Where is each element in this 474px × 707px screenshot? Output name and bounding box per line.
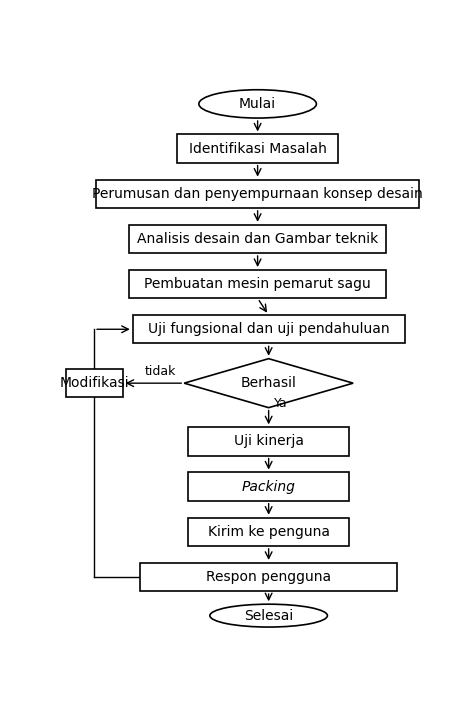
Bar bbox=[133, 315, 404, 344]
Text: Ya: Ya bbox=[274, 397, 288, 410]
Bar bbox=[188, 472, 349, 501]
Bar bbox=[129, 225, 386, 253]
Text: Uji fungsional dan uji pendahuluan: Uji fungsional dan uji pendahuluan bbox=[148, 322, 390, 337]
Bar bbox=[188, 427, 349, 455]
Text: Berhasil: Berhasil bbox=[241, 376, 297, 390]
Text: Modifikasi: Modifikasi bbox=[59, 376, 129, 390]
Text: Packing: Packing bbox=[242, 479, 296, 493]
Bar bbox=[129, 270, 386, 298]
Text: tidak: tidak bbox=[145, 365, 176, 378]
Ellipse shape bbox=[210, 604, 328, 627]
Bar bbox=[66, 369, 123, 397]
Bar bbox=[96, 180, 419, 208]
Text: Analisis desain dan Gambar teknik: Analisis desain dan Gambar teknik bbox=[137, 232, 378, 246]
Ellipse shape bbox=[199, 90, 317, 118]
Text: Selesai: Selesai bbox=[244, 609, 293, 623]
Text: Kirim ke penguna: Kirim ke penguna bbox=[208, 525, 329, 539]
Text: Perumusan dan penyempurnaan konsep desain: Perumusan dan penyempurnaan konsep desai… bbox=[92, 187, 423, 201]
Polygon shape bbox=[184, 358, 353, 408]
Text: Pembuatan mesin pemarut sagu: Pembuatan mesin pemarut sagu bbox=[144, 277, 371, 291]
Bar bbox=[177, 134, 338, 163]
Text: Respon pengguna: Respon pengguna bbox=[206, 570, 331, 584]
Text: Identifikasi Masalah: Identifikasi Masalah bbox=[189, 141, 327, 156]
Bar bbox=[140, 563, 397, 591]
Bar bbox=[188, 518, 349, 546]
Text: Uji kinerja: Uji kinerja bbox=[234, 434, 304, 448]
Text: Mulai: Mulai bbox=[239, 97, 276, 111]
